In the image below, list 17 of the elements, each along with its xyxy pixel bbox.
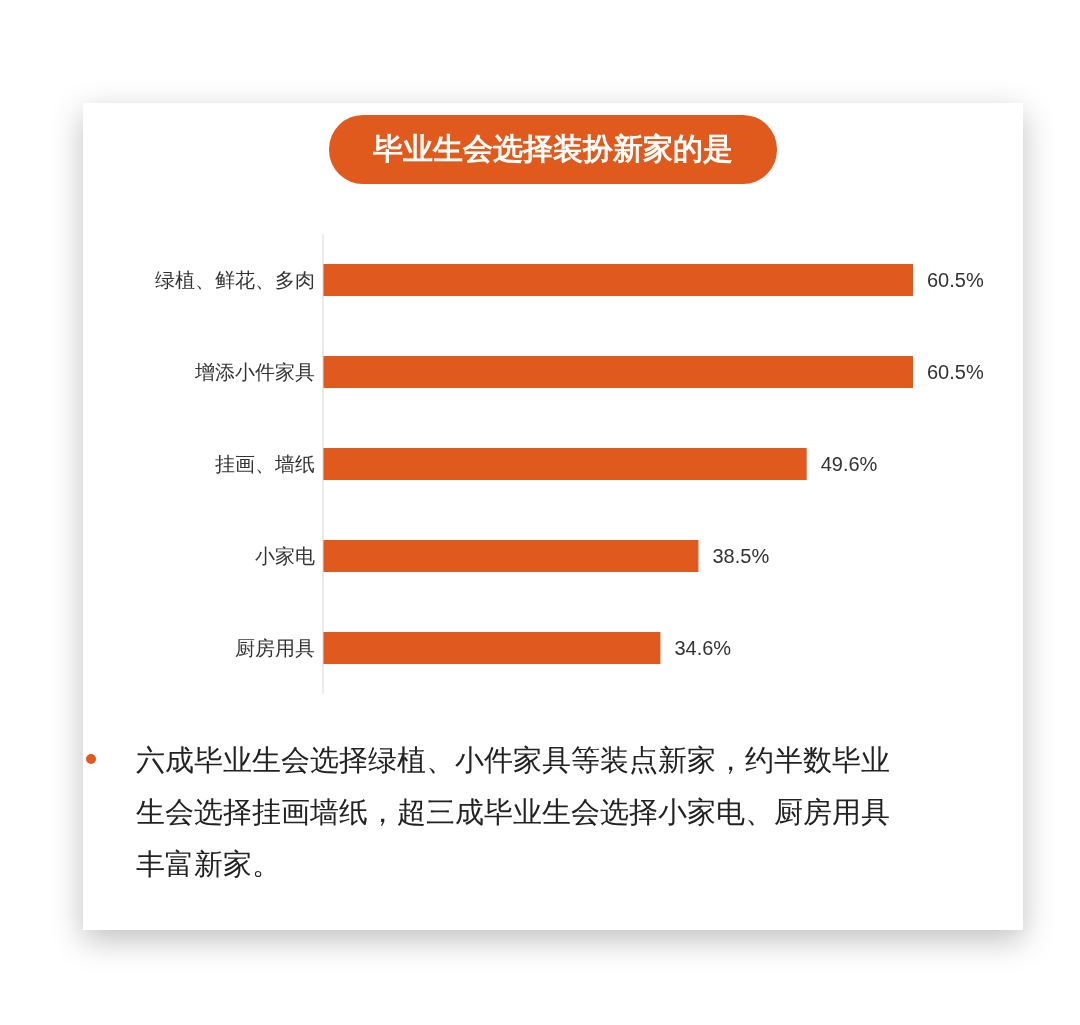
- y-tick-label: 小家电: [255, 545, 315, 568]
- data-label: 49.6%: [820, 453, 878, 475]
- bar: [323, 540, 699, 572]
- bar: [323, 448, 807, 480]
- y-tick-label: 绿植、鲜花、多肉: [155, 269, 315, 292]
- bar: [323, 632, 661, 664]
- chart-title: 毕业生会选择装扮新家的是: [329, 115, 777, 184]
- y-tick-label: 厨房用具: [235, 637, 315, 660]
- text: 六成毕业生会选择绿植、小件家具等装点新家，约半数毕业生会选择挂画墙纸，超三成毕业生会选择小家电、厨房用具丰富新家。: [136, 743, 891, 882]
- y-tick-label: 挂画、墙纸: [215, 453, 315, 476]
- data-label: 60.5%: [927, 361, 984, 383]
- y-tick-label: 增添小件家具: [194, 361, 315, 384]
- data-label: 34.6%: [674, 637, 732, 659]
- data-label: 60.5%: [927, 269, 984, 291]
- data-label: 38.5%: [712, 545, 770, 567]
- bar: [323, 356, 913, 388]
- bar: [323, 264, 913, 296]
